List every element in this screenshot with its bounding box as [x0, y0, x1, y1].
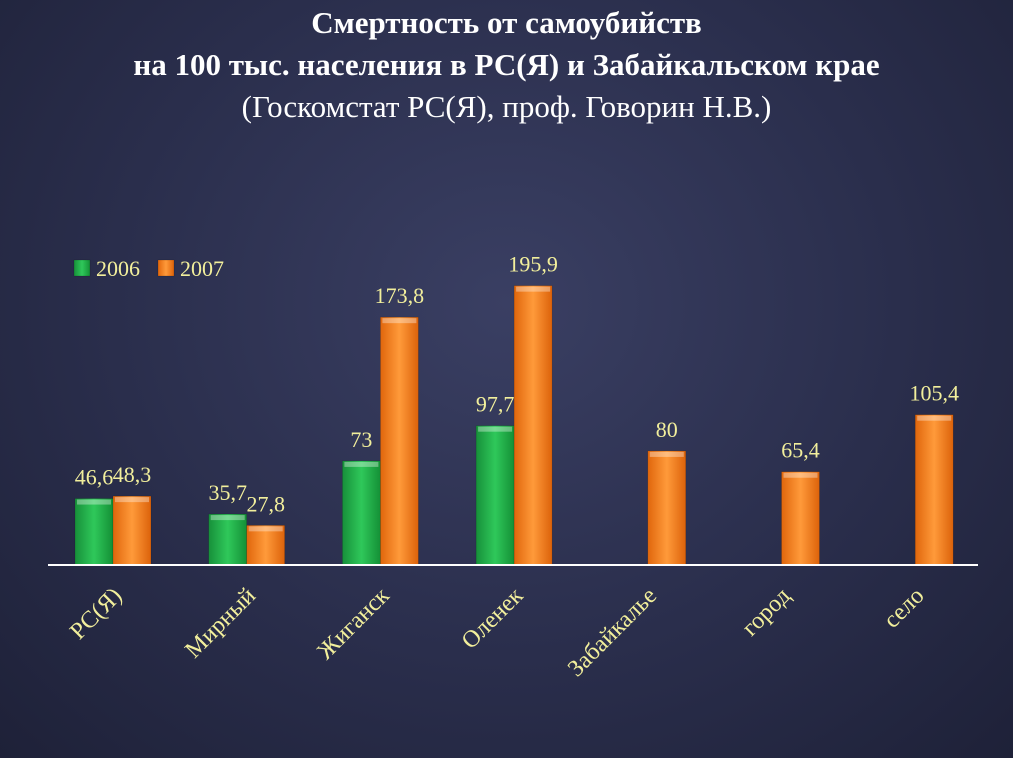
- bar-2007-4: [647, 450, 687, 566]
- bar-2006-0: [74, 498, 114, 566]
- bar-2007-1: [246, 525, 285, 566]
- legend-swatch-2006: [73, 259, 91, 277]
- data-label-2007-2: 173,8: [375, 283, 425, 308]
- category-label-0: РС(Я): [65, 583, 127, 645]
- bar-2006-3: [475, 425, 515, 566]
- bar-2007-2: [380, 316, 419, 566]
- data-label-2007-1: 27,8: [246, 491, 285, 516]
- data-label-2007-4: 80: [656, 417, 678, 442]
- bar-highlight-2006-2: [344, 461, 379, 467]
- bar-highlight-2007-2: [382, 318, 417, 324]
- bar-highlight-2007-0: [115, 497, 149, 503]
- category-label-6: село: [879, 583, 930, 634]
- bar-highlight-2006-1: [210, 515, 245, 521]
- legend-label-2007: 2007: [180, 256, 224, 281]
- bar-2007-6: [914, 414, 954, 566]
- bar-highlight-2007-1: [248, 526, 283, 532]
- bar-2007-3: [513, 285, 553, 566]
- title-line-2: на 100 тыс. населения в РС(Я) и Забайкал…: [133, 47, 880, 82]
- bar-highlight-2007-4: [649, 451, 684, 457]
- data-label-2006-2: 73: [350, 427, 372, 452]
- data-label-2006-1: 35,7: [208, 480, 247, 505]
- bar-2007-5: [781, 471, 820, 566]
- category-label-1: Мирный: [180, 583, 261, 664]
- data-label-2007-3: 195,9: [508, 252, 558, 277]
- category-label-2: Жиганск: [313, 583, 395, 665]
- legend-label-2006: 2006: [96, 256, 140, 281]
- legend-swatch-2007: [157, 259, 175, 277]
- bar-2006-2: [342, 460, 381, 566]
- data-label-2007-0: 48,3: [113, 462, 152, 487]
- category-label-3: Оленек: [457, 583, 529, 655]
- bar-2006-1: [208, 513, 247, 566]
- title-line-1: Смертность от самоубийств: [311, 5, 702, 40]
- bar-highlight-2007-6: [917, 415, 952, 421]
- data-label-2006-0: 46,6: [75, 465, 114, 490]
- category-label-4: Забайкалье: [563, 583, 662, 682]
- bar-highlight-2006-0: [77, 499, 111, 505]
- chart-title: Смертность от самоубийств на 100 тыс. на…: [0, 2, 1013, 128]
- data-label-2006-3: 97,7: [476, 392, 515, 417]
- legend: 2006 2007: [73, 256, 224, 281]
- bar-2007-0: [112, 495, 152, 566]
- bar-highlight-2007-3: [516, 286, 551, 292]
- bar-highlight-2006-3: [478, 426, 513, 432]
- bar-highlight-2007-5: [783, 472, 818, 478]
- data-label-2007-5: 65,4: [781, 438, 820, 463]
- title-line-3: (Госкомстат РС(Я), проф. Говорин Н.В.): [241, 89, 772, 124]
- category-label-5: город: [737, 583, 796, 642]
- data-label-2007-6: 105,4: [909, 381, 959, 406]
